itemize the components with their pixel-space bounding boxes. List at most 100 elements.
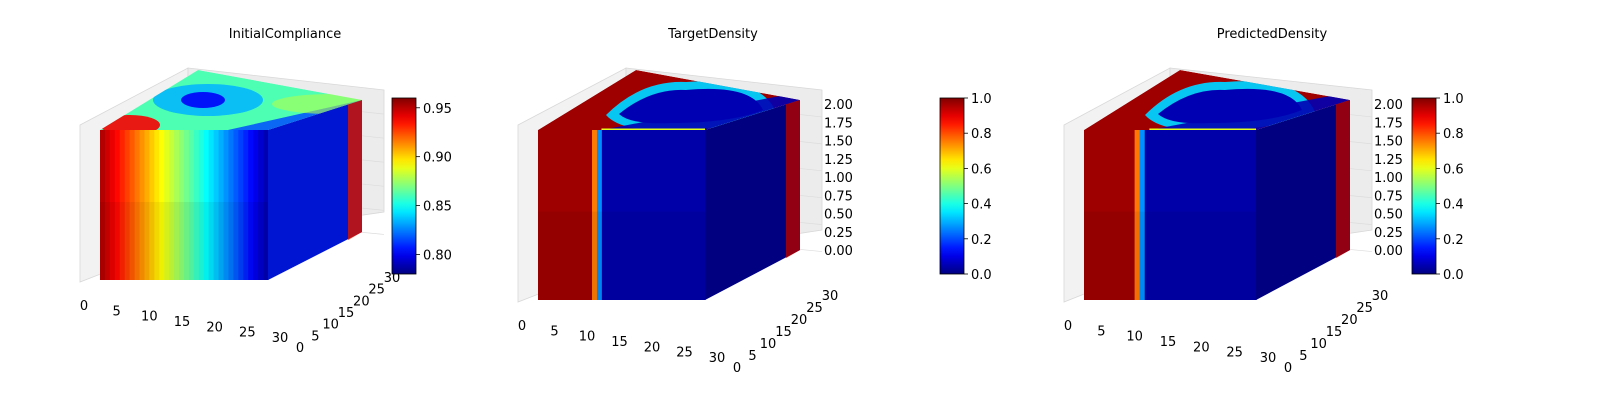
voxel-column	[193, 130, 200, 280]
voxel-column	[1245, 130, 1252, 300]
colorbar-tick-label: 0.0	[1443, 268, 1464, 283]
side-rim	[786, 100, 800, 258]
front-shade	[538, 211, 705, 300]
voxel-column	[154, 130, 160, 280]
y-tick-label: 25	[806, 301, 823, 316]
side-shade	[268, 100, 362, 280]
colorbar-tick-label: 0.4	[971, 198, 992, 213]
x-tick-label: 5	[1097, 324, 1105, 339]
colorbar-tick-label: 0.2	[1443, 233, 1464, 248]
colorbar	[1411, 97, 1437, 275]
z-tick-label: 0.75	[1374, 189, 1403, 204]
colorbar-tick-label: 0.0	[971, 268, 992, 283]
colorbar-tick-label: 0.6	[971, 162, 992, 177]
front-shade	[1084, 211, 1256, 300]
voxel-column	[1164, 130, 1171, 300]
x-tick-label: 20	[644, 340, 661, 355]
voxel-column	[109, 130, 116, 280]
y-tick-label: 30	[1372, 289, 1389, 304]
y-tick-label: 10	[1310, 337, 1327, 352]
panel-title: InitialCompliance	[229, 27, 342, 42]
voxel-column	[577, 130, 583, 300]
colorbar-tick-label: 0.90	[423, 151, 452, 166]
voxel-column	[606, 130, 613, 300]
z-tick-label: 0.00	[1374, 244, 1403, 259]
voxel-column	[542, 130, 549, 300]
voxel-column	[243, 130, 249, 280]
voxel-column	[1154, 130, 1161, 300]
x-tick-label: 5	[113, 304, 121, 319]
x-tick-label: 5	[550, 324, 558, 339]
voxel-column	[1185, 130, 1191, 300]
colorbar-tick-label: 0.80	[423, 248, 452, 263]
voxel-column	[690, 130, 696, 300]
voxel-column	[641, 130, 647, 300]
colorbar-tick-label: 0.95	[423, 102, 452, 117]
voxel-column	[164, 130, 170, 280]
voxel-column	[557, 130, 564, 300]
voxel-column	[538, 130, 544, 300]
voxel-column	[1089, 130, 1095, 300]
z-tick-label: 0.50	[1374, 208, 1403, 223]
voxel-column	[616, 130, 623, 300]
voxel-column	[144, 130, 151, 280]
voxel-column	[228, 130, 235, 280]
y-tick-label: 30	[822, 289, 839, 304]
y-tick-label: 15	[338, 306, 355, 321]
x-tick-label: 25	[676, 346, 693, 361]
voxel-column	[253, 130, 259, 280]
voxel-side-face	[705, 100, 800, 300]
x-tick-label: 30	[1260, 351, 1277, 366]
voxel-side-face	[268, 100, 362, 280]
voxel-top-face	[100, 70, 362, 130]
voxel-column	[184, 130, 190, 280]
side-rim	[1336, 100, 1350, 258]
voxel-column	[238, 130, 244, 280]
voxel-column	[1099, 130, 1105, 300]
voxel-column	[1104, 130, 1110, 300]
x-tick-label: 15	[611, 335, 628, 350]
voxel-column	[1225, 130, 1232, 300]
voxel-column	[1094, 130, 1100, 300]
z-tick-label: 1.25	[824, 153, 853, 168]
panel-title: PredictedDensity	[1217, 27, 1328, 42]
voxel-column	[114, 130, 121, 280]
voxel-column	[1190, 130, 1196, 300]
z-tick-label: 0.50	[824, 208, 853, 223]
colorbar-tick-label: 1.0	[971, 92, 992, 107]
z-tick-label: 0.25	[824, 226, 853, 241]
voxel-column	[1114, 130, 1121, 300]
z-tick-label: 0.75	[824, 189, 853, 204]
voxel-column	[1119, 130, 1126, 300]
voxel-column	[587, 130, 593, 300]
y-tick-label: 0	[733, 361, 741, 376]
front-shade	[100, 202, 268, 280]
voxel-column	[1159, 130, 1166, 300]
y-tick-label: 5	[311, 329, 319, 344]
voxel-column	[134, 130, 141, 280]
voxel-column	[1220, 130, 1227, 300]
z-tick-label: 1.75	[824, 116, 853, 131]
voxel-column	[124, 130, 131, 280]
voxel-column	[1200, 130, 1207, 300]
voxel-column	[174, 130, 180, 280]
voxel-top-face	[1084, 70, 1350, 130]
colorbar-tick-label: 0.8	[1443, 127, 1464, 142]
voxel-column	[263, 130, 269, 280]
colorbar	[391, 97, 417, 275]
z-tick-label: 1.00	[1374, 171, 1403, 186]
x-tick-label: 30	[272, 331, 289, 346]
y-tick-label: 25	[368, 283, 385, 298]
voxel-column	[139, 130, 146, 280]
voxel-column	[1240, 130, 1247, 300]
y-tick-label: 5	[1299, 349, 1307, 364]
voxel-column	[695, 130, 701, 300]
z-tick-label: 1.50	[824, 135, 853, 150]
z-tick-label: 1.25	[1374, 153, 1403, 168]
z-tick-label: 0.25	[1374, 226, 1403, 241]
voxel-column	[1195, 130, 1201, 300]
colorbar	[939, 97, 965, 275]
voxel-column	[119, 130, 126, 280]
voxel-column	[552, 130, 559, 300]
voxel-column	[562, 130, 569, 300]
